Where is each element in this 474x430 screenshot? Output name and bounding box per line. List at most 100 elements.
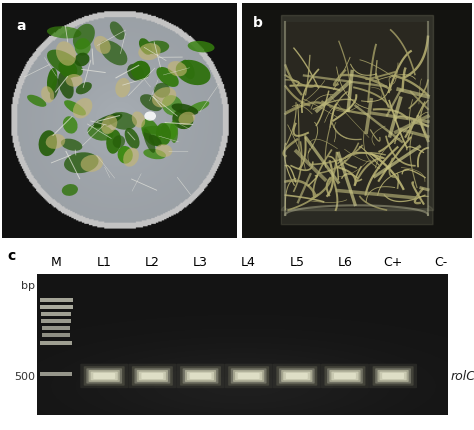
Text: L2: L2 [145,255,160,268]
Ellipse shape [144,112,156,122]
FancyBboxPatch shape [84,366,125,386]
Bar [41,312,71,316]
Ellipse shape [27,95,46,108]
FancyBboxPatch shape [132,366,173,386]
Ellipse shape [64,101,86,116]
Polygon shape [281,16,433,211]
Ellipse shape [41,87,54,104]
FancyBboxPatch shape [286,373,308,379]
Ellipse shape [65,75,82,87]
FancyBboxPatch shape [377,370,409,382]
Ellipse shape [101,116,118,135]
Ellipse shape [188,42,215,53]
Ellipse shape [149,135,162,147]
FancyBboxPatch shape [80,364,128,388]
Ellipse shape [118,147,133,164]
Ellipse shape [109,113,137,130]
Ellipse shape [115,79,130,98]
FancyBboxPatch shape [141,373,163,379]
Ellipse shape [110,22,125,41]
Ellipse shape [64,153,99,174]
Ellipse shape [131,61,150,81]
FancyBboxPatch shape [273,364,321,388]
Ellipse shape [168,62,187,77]
Ellipse shape [125,129,139,149]
Ellipse shape [176,61,210,86]
Text: rolC: rolC [451,370,474,383]
FancyBboxPatch shape [231,369,266,384]
FancyBboxPatch shape [238,373,260,379]
Text: L4: L4 [241,255,256,268]
FancyBboxPatch shape [283,372,310,381]
FancyBboxPatch shape [380,372,407,381]
FancyBboxPatch shape [369,364,417,388]
Ellipse shape [152,88,176,108]
FancyBboxPatch shape [91,372,118,381]
Bar [40,298,73,302]
Ellipse shape [38,131,57,157]
Ellipse shape [47,27,82,40]
Ellipse shape [173,110,193,130]
FancyBboxPatch shape [276,366,317,386]
Ellipse shape [139,39,152,55]
Ellipse shape [142,41,169,55]
Ellipse shape [58,72,74,99]
FancyBboxPatch shape [180,366,221,386]
FancyBboxPatch shape [190,373,211,379]
Ellipse shape [172,104,198,116]
Bar [42,326,70,330]
FancyBboxPatch shape [185,370,216,382]
Bar [41,319,71,323]
Bar [40,372,72,376]
Ellipse shape [141,120,161,147]
Ellipse shape [127,64,144,82]
Ellipse shape [94,37,110,55]
Text: L1: L1 [97,255,112,268]
FancyBboxPatch shape [382,373,404,379]
Ellipse shape [156,68,179,88]
Bar [40,305,73,309]
Ellipse shape [74,53,90,67]
Ellipse shape [56,42,76,67]
FancyBboxPatch shape [327,369,363,384]
Ellipse shape [143,129,155,154]
FancyBboxPatch shape [233,370,264,382]
Ellipse shape [113,136,125,149]
FancyBboxPatch shape [86,369,122,384]
FancyBboxPatch shape [279,369,315,384]
Ellipse shape [47,69,57,94]
Ellipse shape [93,114,122,129]
Bar [37,274,448,415]
Ellipse shape [81,156,103,172]
Bar [40,341,72,345]
FancyBboxPatch shape [373,366,414,386]
Text: L5: L5 [289,255,304,268]
FancyBboxPatch shape [325,366,365,386]
Ellipse shape [50,79,59,101]
FancyBboxPatch shape [182,369,219,384]
Ellipse shape [73,99,92,119]
Ellipse shape [47,50,83,78]
Ellipse shape [100,41,128,66]
FancyBboxPatch shape [137,370,168,382]
Text: 500: 500 [14,371,35,381]
FancyBboxPatch shape [331,372,358,381]
Ellipse shape [58,61,77,79]
FancyBboxPatch shape [135,369,170,384]
Ellipse shape [156,124,171,146]
FancyBboxPatch shape [225,364,273,388]
FancyBboxPatch shape [334,373,356,379]
Ellipse shape [140,95,162,112]
FancyBboxPatch shape [177,364,225,388]
Text: b: b [253,16,263,30]
Ellipse shape [75,39,91,56]
Ellipse shape [179,113,195,126]
Ellipse shape [76,83,92,95]
Ellipse shape [106,130,121,154]
Text: L6: L6 [337,255,352,268]
Text: L3: L3 [193,255,208,268]
Ellipse shape [63,117,78,134]
Ellipse shape [61,139,82,151]
FancyBboxPatch shape [93,373,115,379]
Ellipse shape [143,149,166,160]
